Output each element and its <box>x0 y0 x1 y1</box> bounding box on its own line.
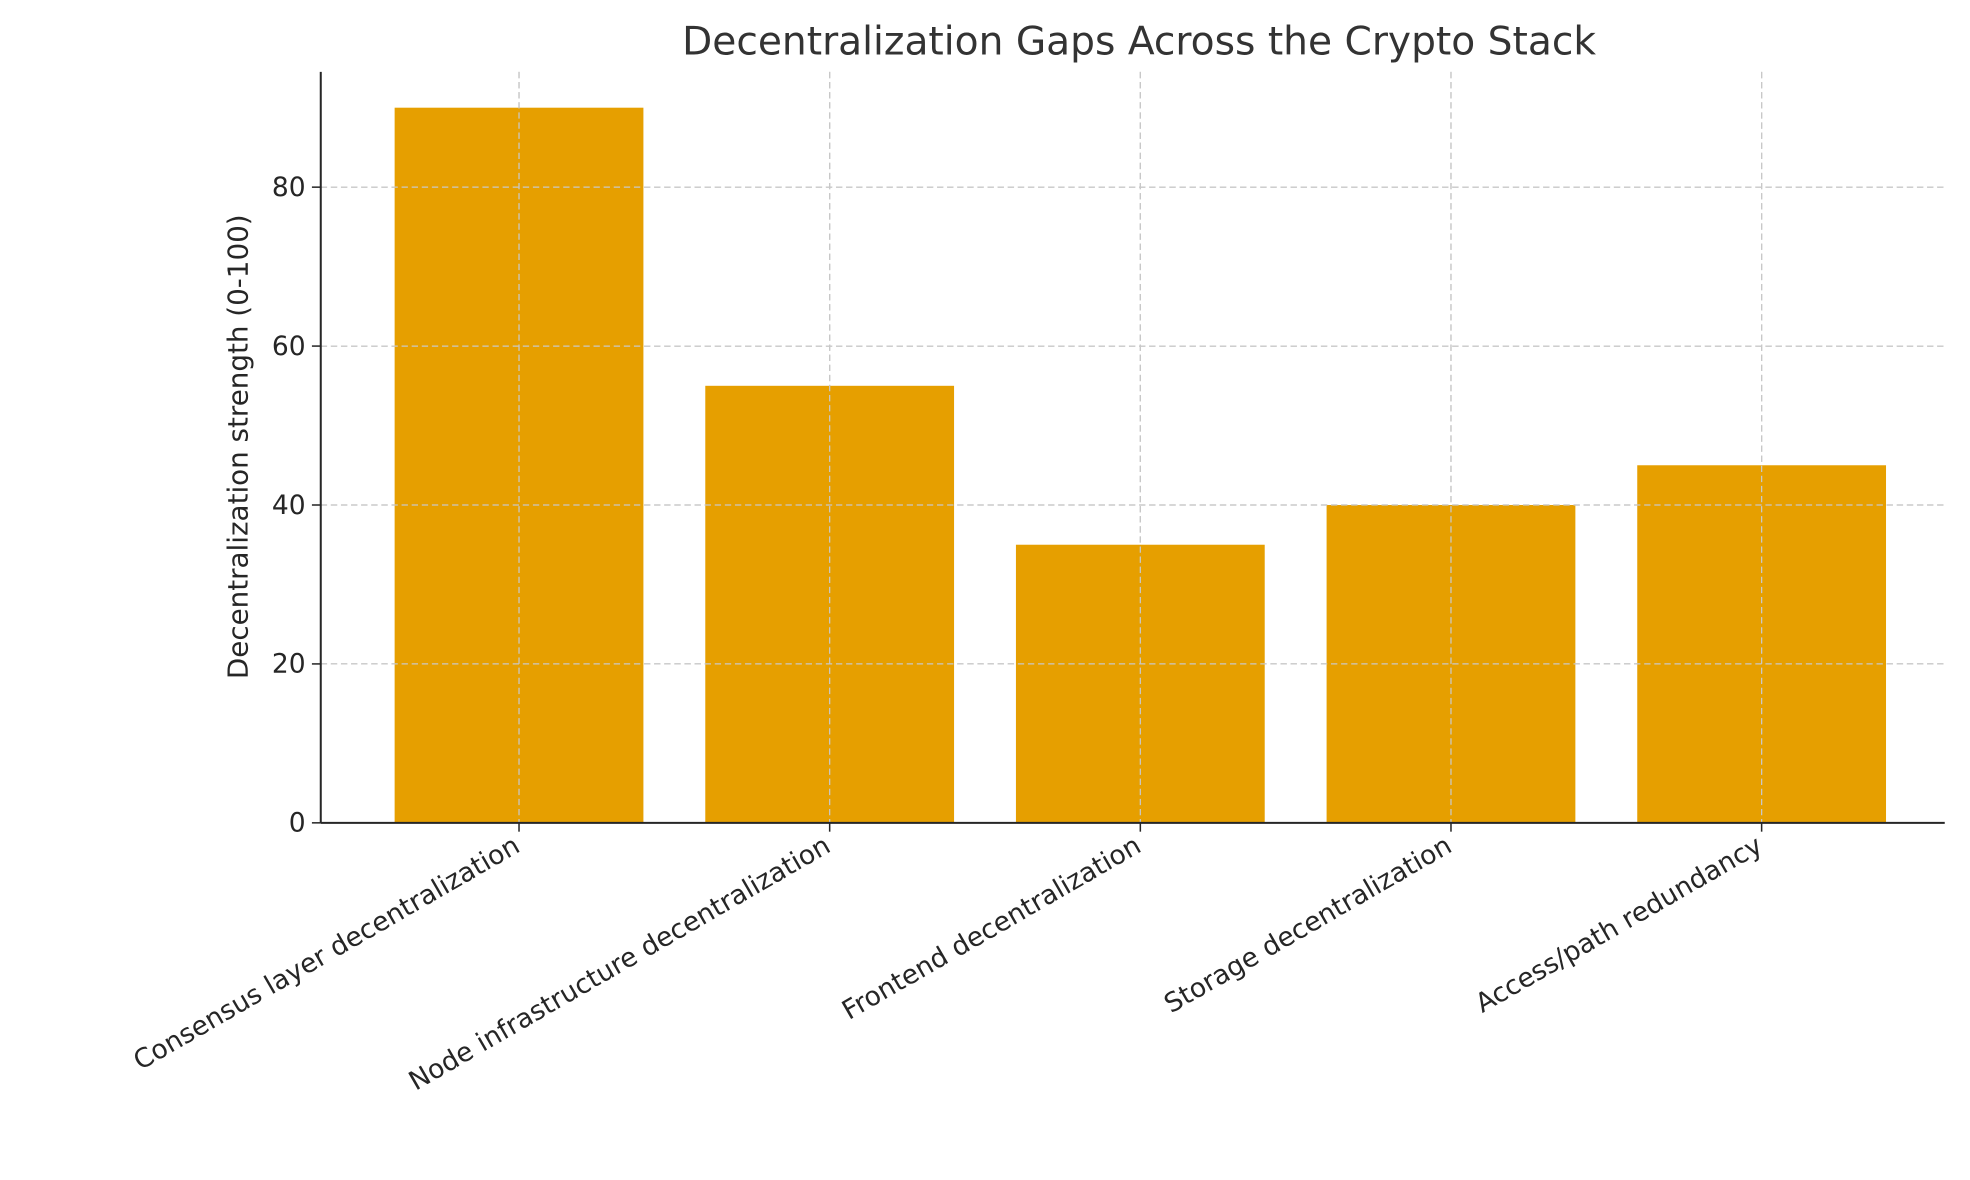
y-ticks: 0 20 40 60 80 <box>272 172 321 839</box>
y-tick-label: 60 <box>272 331 306 362</box>
y-tick-label: 40 <box>272 490 306 521</box>
x-tick-label: Frontend decentralization <box>837 830 1146 1026</box>
y-tick-label: 0 <box>289 808 306 839</box>
y-axis-label: Decentralization strength (0-100) <box>222 214 255 679</box>
axes <box>319 71 1945 824</box>
chart-title: Decentralization Gaps Across the Crypto … <box>682 19 1596 64</box>
y-tick-label: 80 <box>272 172 306 203</box>
x-tick-label: Storage decentralization <box>1159 830 1457 1020</box>
bars <box>320 71 1945 823</box>
x-tick-label: Access/path redundancy <box>1470 830 1767 1020</box>
y-tick-label: 20 <box>272 649 306 680</box>
